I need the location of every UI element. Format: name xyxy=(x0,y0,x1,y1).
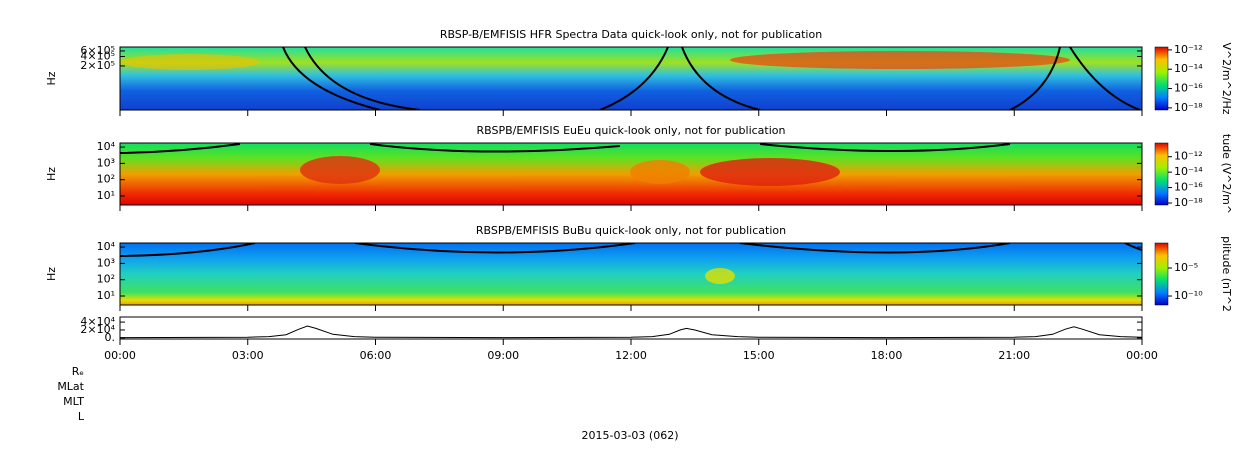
x-tick-label: 00:00 xyxy=(1126,349,1158,362)
y-tick-label: 10⁴ xyxy=(97,140,116,153)
y-axis-label: Hz xyxy=(45,167,58,181)
y-axis-label: Hz xyxy=(45,71,58,85)
y-tick-label: 6×10⁵ xyxy=(80,44,115,57)
colorbar-tick-label: 10⁻¹⁸ xyxy=(1174,196,1203,209)
colorbars xyxy=(1154,46,1169,306)
y-tick-label: 0. xyxy=(105,331,116,344)
y-axis-label: Hz xyxy=(45,267,58,281)
panel-title: RBSP-B/EMFISIS HFR Spectra Data quick-lo… xyxy=(440,28,822,41)
spectrogram-image xyxy=(120,143,1142,205)
orbit-label: Rₑ xyxy=(72,365,84,378)
colorbar-tick-label: 10⁻¹⁸ xyxy=(1174,101,1203,114)
panel-title: RBSPB/EMFISIS EuEu quick-look only, not … xyxy=(476,124,785,137)
colorbar-tick-label: 10⁻¹⁴ xyxy=(1174,62,1203,75)
y-tick-label: 2×10⁵ xyxy=(80,59,115,72)
y-tick-label: 4×10⁴ xyxy=(80,315,115,328)
spectrogram-image xyxy=(120,47,1142,110)
x-tick-label: 03:00 xyxy=(232,349,264,362)
y-tick-label: 10¹ xyxy=(97,289,115,302)
line xyxy=(119,325,1143,339)
colorbar-tick-label: 10⁻¹⁴ xyxy=(1174,165,1203,178)
x-tick-label: 09:00 xyxy=(487,349,519,362)
y-tick-label: 10³ xyxy=(97,156,115,169)
colorbar-tick-label: 10⁻⁵ xyxy=(1174,261,1198,274)
date-label: 2015-03-03 (062) xyxy=(581,429,678,442)
y-tick-label: 10² xyxy=(97,273,115,286)
x-tick-label: 12:00 xyxy=(615,349,647,362)
x-tick-label: 15:00 xyxy=(743,349,775,362)
panel-title: RBSPB/EMFISIS BuBu quick-look only, not … xyxy=(476,224,786,237)
x-tick-label: 21:00 xyxy=(998,349,1030,362)
colorbar-tick-label: 10⁻¹⁶ xyxy=(1174,82,1203,95)
colorbar-tick-label: 10⁻¹² xyxy=(1174,150,1203,163)
x-tick-label: 00:00 xyxy=(104,349,136,362)
colorbar-tick-label: 10⁻¹⁰ xyxy=(1174,289,1203,302)
x-tick-label: 06:00 xyxy=(360,349,392,362)
y-tick-label: 10³ xyxy=(97,256,115,269)
y-tick-label: 10⁴ xyxy=(97,240,116,253)
orbit-label: MLT xyxy=(63,395,84,408)
colorbar-label: plitude (nT^2 xyxy=(1220,236,1233,312)
y-tick-label: 2×10⁴ xyxy=(80,323,115,336)
x-tick-label: 18:00 xyxy=(871,349,903,362)
y-tick-label: 4×10⁵ xyxy=(80,49,115,62)
colorbar-label: tude (V^2/m^ xyxy=(1220,134,1233,214)
y-tick-label: 10¹ xyxy=(97,189,115,202)
orbit-label: MLat xyxy=(57,380,84,393)
spectrogram-image xyxy=(120,243,1142,305)
y-tick-label: 10² xyxy=(97,173,115,186)
colorbar-tick-label: 10⁻¹² xyxy=(1174,43,1203,56)
colorbar-tick-label: 10⁻¹⁶ xyxy=(1174,181,1203,194)
colorbar-label: V^2/m^2/Hz xyxy=(1220,42,1233,114)
orbit-label: L xyxy=(78,410,85,423)
